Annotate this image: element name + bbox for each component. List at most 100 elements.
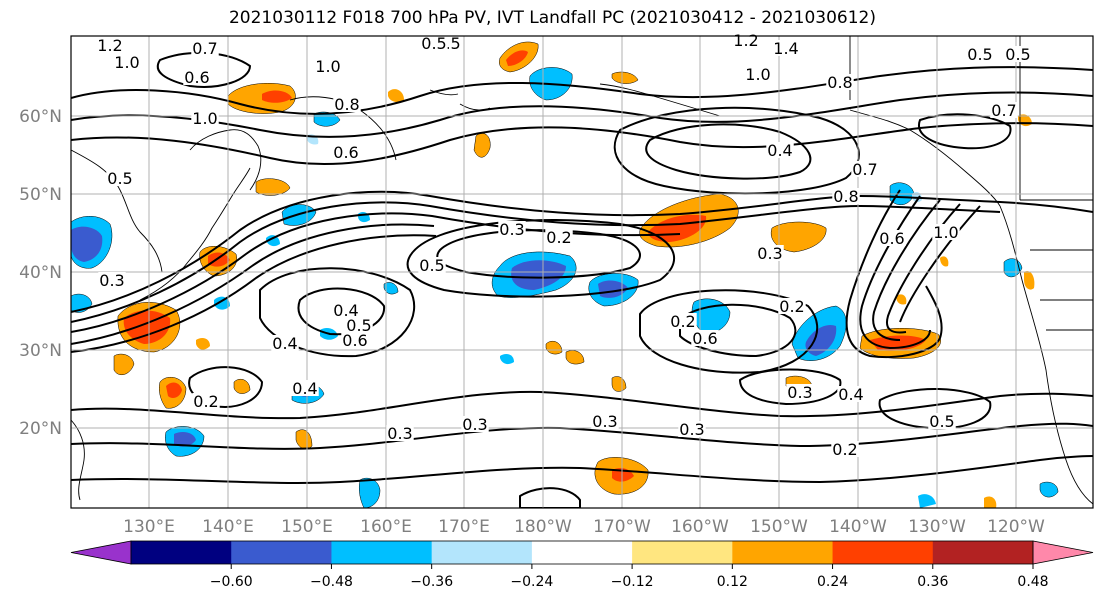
contour-label-background (341, 332, 369, 348)
contour-label-background (183, 69, 211, 85)
longitude-label: 180°W (514, 517, 572, 537)
colorbar-tick-label: −0.24 (510, 574, 553, 590)
contour-label-background (990, 102, 1018, 118)
contour-label-background (332, 144, 360, 160)
colorbar-extend-high (1032, 540, 1094, 565)
longitude-label: 140°W (829, 517, 887, 537)
contour-label-background (333, 96, 361, 112)
longitude-label: 160°E (360, 517, 412, 537)
colorbar-tick-label: −0.60 (210, 574, 253, 590)
colorbar-tick-label: 0.12 (717, 574, 748, 590)
graticule (71, 36, 1093, 508)
contour-label: 0.2 (779, 297, 804, 316)
contour-label-background (314, 58, 342, 74)
contour-label: 0.5 (929, 412, 954, 431)
contour-label: 0.3 (592, 412, 617, 431)
contour-label: 0.4 (272, 334, 297, 353)
contour-label-background (271, 335, 299, 351)
contour-label: 0.2 (546, 228, 571, 247)
contour-label: 1.0 (745, 65, 770, 84)
colorbar-tick-label: −0.12 (611, 574, 654, 590)
contour-label: 0.2 (193, 392, 218, 411)
contour-label-background (756, 245, 784, 261)
longitude-label: 170°W (593, 517, 651, 537)
latitude-label: 50°N (19, 185, 62, 205)
colorbar-outline (130, 540, 1034, 565)
pv-contour-lines (71, 51, 1093, 508)
contour-label: 0.2 (832, 440, 857, 459)
contour-label-background (386, 425, 414, 441)
contour-label-background (498, 221, 526, 237)
contour-label: 0.3 (387, 424, 412, 443)
contour-label-background (1004, 46, 1032, 62)
colorbar-segment (331, 541, 433, 564)
contour-label: 0.3 (787, 383, 812, 402)
contour-label: 1.4 (773, 39, 798, 58)
map-frame (70, 35, 1094, 509)
contour-label: 0.4 (838, 385, 863, 404)
colorbar-segment (131, 541, 232, 564)
contour-label-background (832, 188, 860, 204)
contour-label-background (545, 229, 573, 245)
contour-label: 0.5 (967, 45, 992, 64)
latitude-label: 30°N (19, 341, 62, 361)
longitude-labels: 130°E 140°E 150°E 160°E 170°E 180°W 170°W 160°W… (123, 517, 1045, 537)
contour-label-background (691, 330, 719, 346)
longitude-label: 140°E (202, 517, 254, 537)
contour-label: 0.3 (99, 271, 124, 290)
contour-labels: 1.21.00.70.61.00.51.00.80.60.51.2 1.41.0 0… (96, 31, 1032, 459)
contour-label-background (837, 386, 865, 402)
contour-label: 0.4 (292, 379, 317, 398)
contour-label-background (418, 257, 446, 273)
latitude-labels: 60°N 50°N 40°N 30°N 20°N (19, 107, 62, 439)
contour-label-background (669, 313, 697, 329)
contour-label-background (678, 421, 706, 437)
contour-label-background (461, 416, 489, 432)
colorbar-segment (531, 541, 633, 564)
contour-label-background (291, 380, 319, 396)
colorbar-segment (732, 541, 834, 564)
colorbar-tick-label: 0.24 (817, 574, 848, 590)
latitude-label: 60°N (19, 107, 62, 127)
colorbar-segment (932, 541, 1034, 564)
contour-label: 0.7 (991, 101, 1016, 120)
map-title: 2021030112 F018 700 hPa PV, IVT Landfall… (228, 8, 876, 28)
contour-label: 0.6 (879, 229, 904, 248)
contour-label-background (96, 37, 124, 53)
longitude-label: 130°W (908, 517, 966, 537)
latitude-label: 40°N (19, 263, 62, 283)
contour-label-background (332, 302, 360, 318)
colorbar-segment (431, 541, 533, 564)
contour-label: 1.2 (97, 36, 122, 55)
contour-label-background (966, 46, 994, 62)
contour-label-background (766, 142, 794, 158)
contour-label: 0.5 (107, 169, 132, 188)
contour-label: 0.5 (1005, 45, 1030, 64)
contour-label: 1.0 (192, 109, 217, 128)
colorbar-tick-label: 0.48 (1017, 574, 1048, 590)
contour-label: 0.3 (462, 415, 487, 434)
contour-label: 0.4 (333, 301, 358, 320)
colorbar-tick-label: −0.36 (410, 574, 453, 590)
contour-label-background (106, 170, 134, 186)
contour-label-background (878, 230, 906, 246)
contour-label-background (191, 40, 219, 56)
colorbar-ticks: −0.60 −0.48 −0.36 −0.24 −0.12 0.12 0.24 0.36 0.4… (210, 564, 1049, 590)
contour-label-background (772, 40, 800, 56)
contour-label-background (831, 441, 859, 457)
contour-label: 0.7 (852, 160, 877, 179)
colorbar-tick-label: 0.36 (917, 574, 948, 590)
contour-label-background (98, 272, 126, 288)
contour-label: 0.3 (757, 244, 782, 263)
colorbar-segments (70, 540, 1094, 565)
colorbar-segment (832, 541, 934, 564)
colorbar-extend-low (70, 540, 132, 565)
contour-label: 0.8 (833, 187, 858, 206)
contour-label-background (851, 161, 879, 177)
longitude-label: 170°E (438, 517, 490, 537)
coastlines (71, 36, 1093, 505)
contour-label: 0.8 (334, 95, 359, 114)
colorbar-segment (632, 541, 733, 564)
contour-label-background (744, 66, 772, 82)
